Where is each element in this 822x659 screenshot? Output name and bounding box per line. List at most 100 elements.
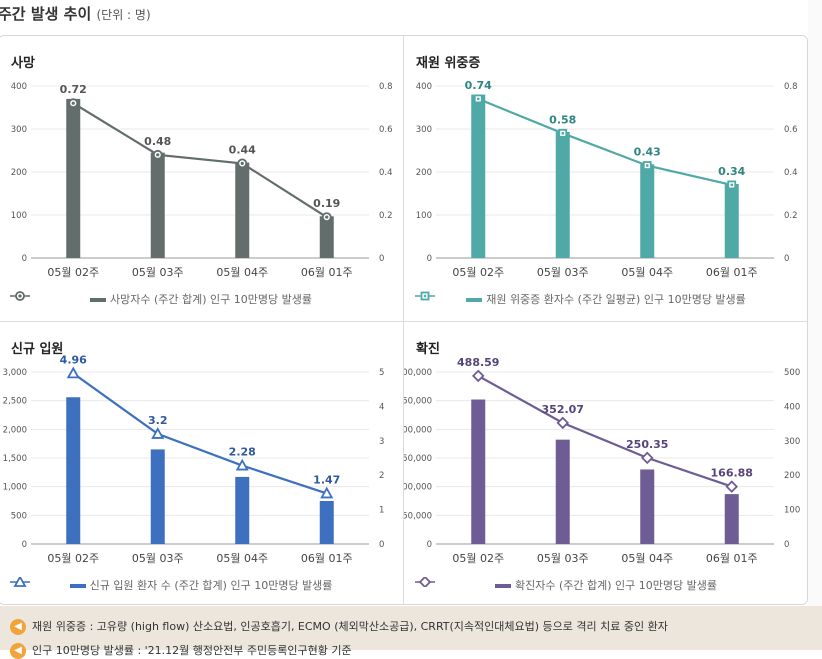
legend-marker: [13, 577, 27, 587]
rate-marker-dot: [325, 215, 329, 219]
y2-tick-label: 200: [784, 471, 800, 481]
legend-bar-swatch: [466, 298, 483, 302]
legend-bar-swatch: [69, 584, 86, 588]
rate-marker: [66, 366, 80, 379]
bar: [150, 152, 165, 258]
x-tick-label: 06월 01주: [301, 552, 353, 565]
rate-data-label: 488.59: [457, 356, 499, 369]
legend-line-label: 인구 10만명당 발생률: [210, 293, 312, 306]
legend-line-label: 인구 10만명당 발생률: [643, 293, 746, 306]
legend-marker-dot: [423, 294, 427, 298]
bar: [724, 184, 739, 258]
rate-marker: [640, 451, 654, 465]
speaker-icon: ◀: [10, 643, 26, 659]
footnote-text: 재원 위중증 : 고유량 (high flow) 산소요법, 인공호흡기, EC…: [32, 620, 668, 633]
rate-marker: [725, 480, 739, 493]
legend-line-symbol: [10, 577, 30, 587]
y2-tick-label: 0: [379, 540, 384, 550]
footnote-text: 인구 10만명당 발생률 : '21.12월 행정안전부 주민등록인구현황 기준: [32, 644, 352, 657]
legend-line-symbol: [415, 291, 435, 301]
rate-data-label: 2.28: [229, 446, 256, 459]
y-tick-label: 400: [416, 82, 432, 92]
y-tick-label: 2,500: [3, 397, 27, 407]
rate-marker: [556, 416, 570, 430]
y2-tick-label: 0.6: [784, 125, 798, 135]
x-tick-label: 06월 01주: [706, 266, 758, 279]
legend-bar-label: 신규 입원 환자 수 (주간 합계): [89, 579, 227, 592]
rate-marker: [471, 369, 485, 383]
y-tick-label: 1,500: [3, 454, 27, 464]
y2-tick-label: 300: [784, 437, 800, 447]
y2-tick-label: 2: [379, 471, 384, 481]
rate-line: [72, 102, 328, 219]
rate-marker-dot: [240, 161, 244, 165]
x-tick-label: 05월 02주: [452, 266, 504, 279]
rate-data-label: 0.19: [313, 197, 340, 210]
rate-marker: [235, 458, 249, 471]
y-tick-label: 0: [427, 540, 432, 550]
x-tick-label: 05월 03주: [537, 552, 589, 565]
legend-line-symbol: [415, 577, 435, 587]
y-tick-label: 1,000: [3, 483, 27, 493]
x-tick-label: 05월 02주: [47, 266, 99, 279]
rate-data-label: 0.72: [60, 83, 87, 96]
y2-tick-label: 4: [379, 402, 384, 412]
legend-marker-dot: [18, 294, 22, 298]
y2-tick-label: 500: [784, 368, 800, 378]
legend-line-label: 인구 10만명당 발생률: [615, 579, 717, 592]
rate-marker-dot: [477, 97, 480, 101]
rate-data-label: 4.96: [60, 353, 87, 366]
page-scrollbar[interactable]: [808, 0, 822, 606]
legend: 확진자수 (주간 합계) 인구 10만명당 발생률: [404, 577, 807, 593]
legend-marker: [418, 577, 432, 587]
y2-tick-label: 0.4: [379, 168, 393, 178]
confirmed-chart: 0 50,000 100,000 150,000 200,000 250,000 300,0…: [404, 356, 800, 565]
speaker-icon: ◀: [10, 619, 26, 635]
panel-critical: 재원 위중증 0 100 200 300 400 0 0.2 0.4 0.6 0.8 05월 02주…: [404, 36, 807, 321]
panel-title: 신규 입원: [11, 342, 64, 357]
rate-data-label: 1.47: [313, 473, 340, 486]
bar: [235, 162, 250, 258]
panel-title: 사망: [11, 56, 35, 71]
footnote-row: ◀ 재원 위중증 : 고유량 (high flow) 산소요법, 인공호흡기, E…: [10, 618, 668, 635]
y-tick-label: 250,000: [404, 397, 432, 407]
rate-marker: [320, 486, 334, 499]
rate-marker: [151, 427, 165, 439]
y2-tick-label: 0.2: [784, 211, 798, 221]
rate-data-label: 3.2: [148, 414, 168, 427]
y-tick-label: 200: [11, 168, 27, 178]
rate-marker-dot: [71, 101, 75, 105]
y-tick-label: 150,000: [404, 454, 432, 464]
panel-confirmed: 확진 0 50,000 100,000 150,000 200,000 250,000 30…: [404, 322, 807, 604]
legend-line-symbol: [10, 291, 30, 301]
rate-data-label: 250.35: [626, 438, 668, 451]
bar: [640, 469, 655, 544]
rate-data-label: 0.44: [229, 143, 256, 156]
x-tick-label: 06월 01주: [706, 552, 758, 565]
bar: [150, 449, 165, 544]
critical-chart: 0 100 200 300 400 0 0.2 0.4 0.6 0.8 05월 02주 05월 03주…: [416, 79, 798, 279]
rate-data-label: 0.34: [718, 165, 745, 178]
y2-tick-label: 0.6: [379, 125, 393, 135]
admissions-chart: 0 500 1,000 1,500 2,000 2,500 3,000 0 1 2 3 4 5 05월 0…: [3, 353, 385, 565]
footnote-row: ◀ 인구 10만명당 발생률 : '21.12월 행정안전부 주민등록인구현황 기…: [10, 642, 352, 659]
y2-tick-label: 0: [379, 254, 384, 264]
y2-tick-label: 1: [379, 506, 384, 516]
bar: [319, 216, 334, 258]
y2-tick-label: 5: [379, 368, 384, 378]
bar: [640, 164, 655, 258]
y2-tick-label: 0: [784, 540, 789, 550]
rate-data-label: 0.58: [549, 113, 576, 126]
bar: [235, 476, 250, 544]
rate-marker-dot: [156, 153, 160, 157]
x-tick-label: 05월 04주: [216, 552, 268, 565]
y-tick-label: 0: [427, 254, 432, 264]
rate-data-label: 166.88: [711, 467, 753, 480]
legend-bar-swatch: [495, 584, 511, 588]
y-tick-label: 300,000: [404, 368, 432, 378]
chart-board: 사망 0 1 0 0 200 300 400 0 0.2 0.4 0.6 0.8 05월 02주 05월 …: [0, 35, 808, 605]
x-tick-label: 05월 04주: [621, 266, 673, 279]
x-tick-label: 05월 02주: [47, 552, 99, 565]
y2-tick-label: 0.8: [784, 82, 798, 92]
y2-tick-label: 0.4: [784, 168, 798, 178]
